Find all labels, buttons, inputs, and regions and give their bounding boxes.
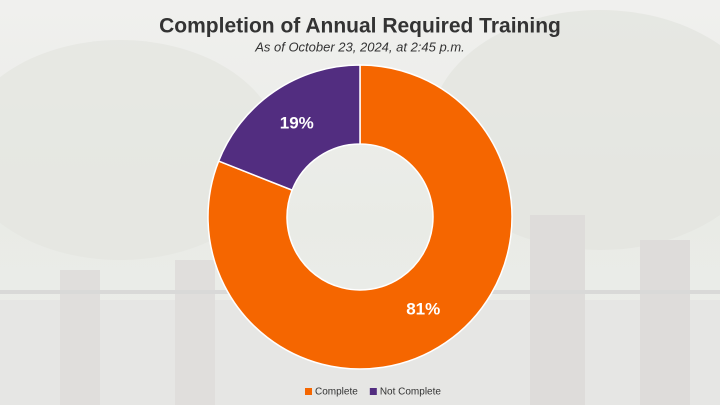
data-label: 81% xyxy=(406,300,440,319)
legend-swatch xyxy=(305,388,312,395)
legend-swatch xyxy=(369,388,377,395)
legend-label: Complete xyxy=(315,387,358,398)
legend-label: Not Complete xyxy=(380,387,442,398)
data-label: 19% xyxy=(280,113,314,132)
slice xyxy=(207,64,513,370)
chart-title: Completion of Annual Required Training xyxy=(159,15,561,38)
slice xyxy=(217,64,361,192)
legend: Complete Not Complete xyxy=(305,387,441,398)
chart-subtitle: As of October 23, 2024, at 2:45 p.m. xyxy=(254,39,465,54)
donut: 81% 19% xyxy=(207,64,513,370)
